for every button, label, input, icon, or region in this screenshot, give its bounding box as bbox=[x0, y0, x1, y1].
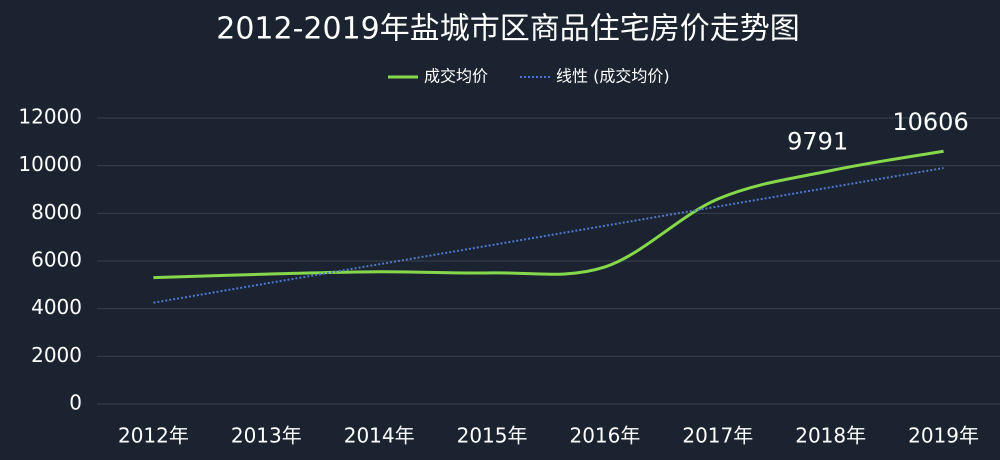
y-tick-label: 0 bbox=[69, 391, 82, 415]
chart-title: 2012-2019年盐城市区商品住宅房价走势图 bbox=[216, 12, 800, 47]
x-tick-label: 2013年 bbox=[231, 424, 302, 448]
y-tick-label: 10000 bbox=[18, 152, 82, 176]
data-label: 10606 bbox=[892, 108, 968, 136]
y-tick-label: 8000 bbox=[31, 200, 82, 224]
series-line bbox=[153, 167, 944, 304]
x-tick-label: 2012年 bbox=[118, 424, 189, 448]
series-line bbox=[153, 149, 944, 280]
y-tick-label: 12000 bbox=[18, 105, 82, 129]
data-label: 9791 bbox=[787, 128, 848, 156]
x-tick-label: 2015年 bbox=[457, 424, 528, 448]
legend-label: 线性 (成交均价) bbox=[556, 67, 670, 86]
y-tick-label: 4000 bbox=[31, 295, 82, 319]
legend-label: 成交均价 bbox=[424, 67, 488, 86]
x-tick-label: 2016年 bbox=[569, 424, 640, 448]
x-tick-label: 2018年 bbox=[795, 424, 866, 448]
y-tick-label: 6000 bbox=[31, 248, 82, 272]
x-tick-label: 2017年 bbox=[682, 424, 753, 448]
x-tick-label: 2019年 bbox=[908, 424, 979, 448]
y-tick-label: 2000 bbox=[31, 343, 82, 367]
x-tick-label: 2014年 bbox=[344, 424, 415, 448]
